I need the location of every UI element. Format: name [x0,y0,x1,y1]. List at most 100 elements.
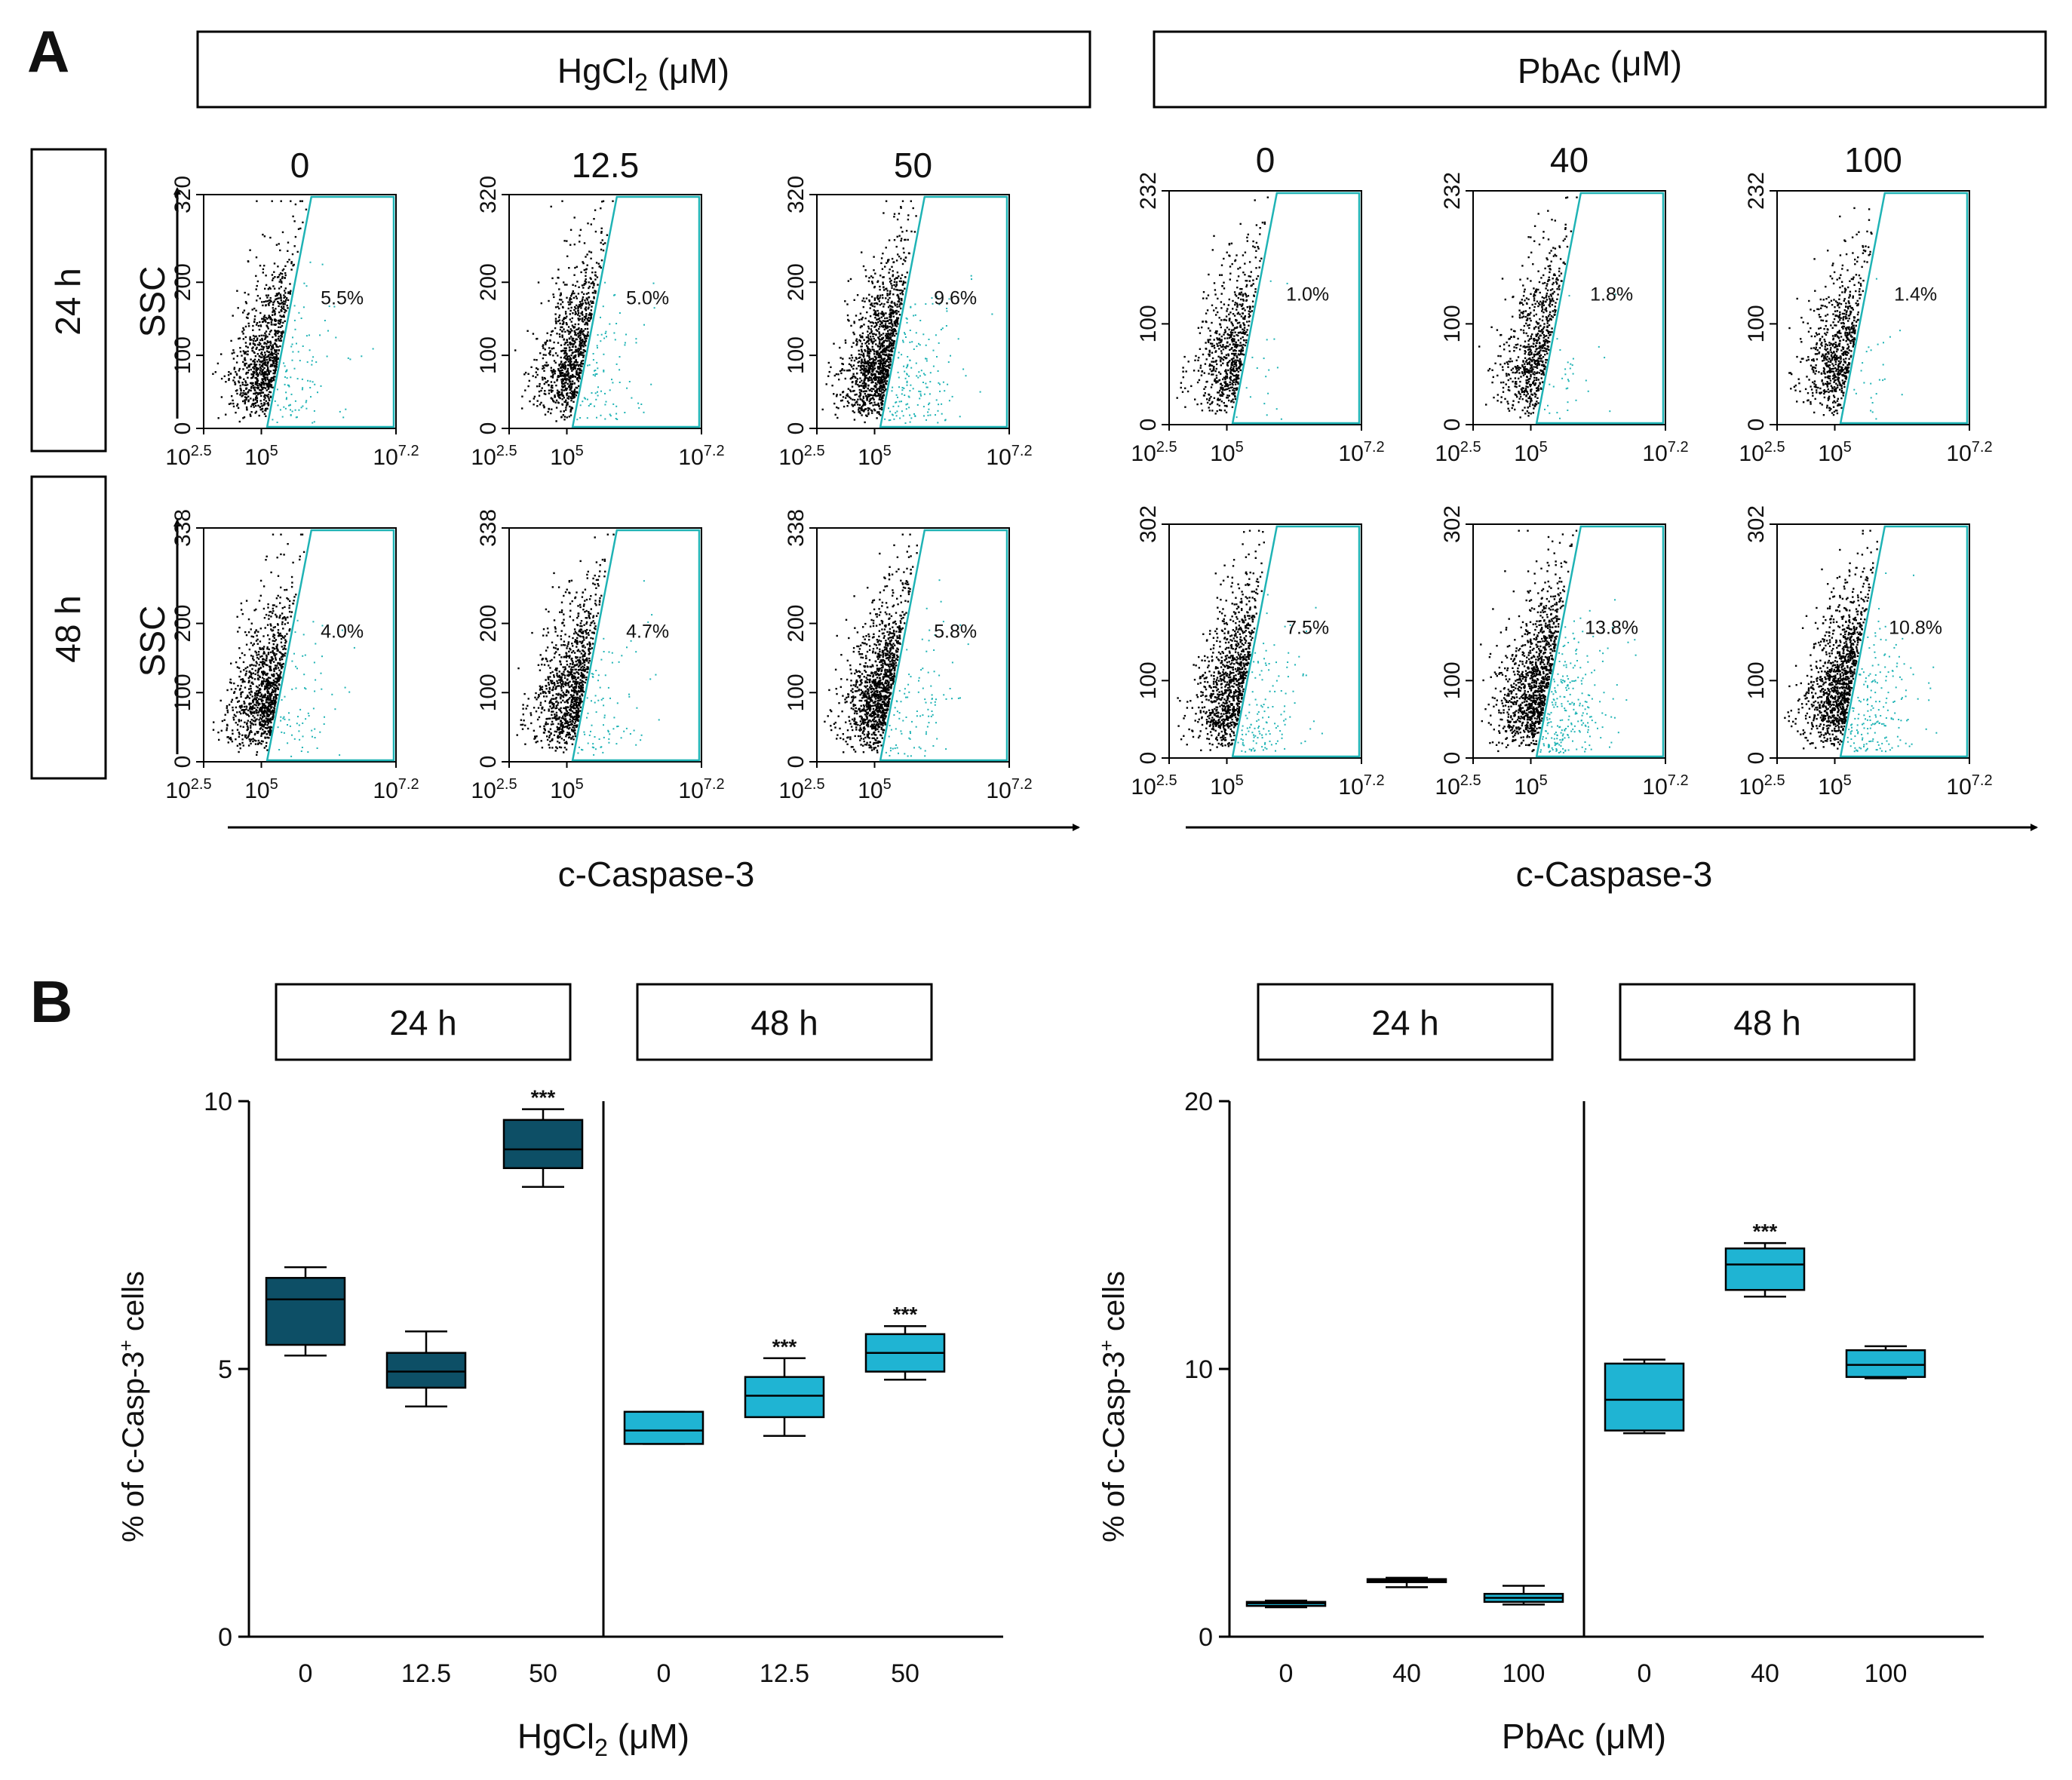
cell-dot [856,343,858,345]
cell-dot [879,376,881,379]
cell-dot [262,380,265,383]
cell-dot [237,723,239,726]
cell-dot [272,314,274,316]
cell-dot [895,320,897,322]
cell-dot [560,381,563,383]
cell-dot [583,336,586,338]
cell-dot [562,695,565,698]
cell-dot [887,370,889,372]
cell-dot [263,688,266,691]
cell-dot [280,656,283,658]
cell-dot [579,342,582,344]
cell-dot [545,695,548,698]
cell-dot [255,288,257,290]
cell-dot [861,399,864,401]
cell-dot [852,376,854,379]
cell-dot [283,300,285,302]
positive-cell-dot [594,373,597,376]
cell-dot [560,723,563,725]
positive-cell-dot [294,631,296,634]
cell-dot [269,379,272,382]
cell-dot [256,386,258,389]
cell-dot [579,674,582,677]
positive-cell-dot [605,400,607,403]
cell-dot [269,302,271,304]
cell-dot [259,342,262,345]
cell-dot [255,712,258,714]
cell-dot [563,347,566,349]
cell-dot [560,370,563,372]
cell-dot [245,362,247,365]
cell-dot [864,404,866,407]
cell-dot [563,410,565,413]
cell-dot [591,300,594,303]
cell-dot [552,373,554,376]
cell-dot [595,262,598,264]
cell-dot [263,315,266,317]
positive-cell-dot [889,410,892,413]
cell-dot [572,650,575,652]
cell-dot [245,634,248,637]
cell-dot [859,334,861,336]
positive-cell-dot [316,747,318,749]
cell-dot [585,340,588,342]
positive-cell-dot [280,716,282,718]
cell-dot [594,290,596,292]
cell-dot [840,372,843,375]
cell-dot [546,339,548,342]
positive-cell-dot [926,386,929,388]
cell-dot [573,722,576,725]
cell-dot [294,235,297,238]
cell-dot [871,281,873,283]
cell-dot [900,207,902,209]
cell-dot [867,379,870,382]
cell-dot [290,261,293,263]
cell-dot [263,747,266,749]
cell-dot [256,200,258,202]
cell-dot [256,337,259,339]
cell-dot [885,288,887,290]
cell-dot [893,327,895,330]
positive-cell-dot [277,726,279,729]
cell-dot [565,347,567,349]
cell-dot [289,600,291,603]
positive-cell-dot [277,404,279,407]
cell-dot [262,704,265,706]
cell-dot [272,303,275,306]
cell-dot [533,358,536,361]
cell-dot [248,671,250,674]
positive-cell-dot [913,413,915,415]
cell-dot [548,392,551,394]
cell-dot [264,354,266,356]
cell-dot [891,342,894,345]
cell-dot [284,645,286,647]
cell-dot [247,353,249,356]
cell-dot [835,373,838,376]
cell-dot [904,238,907,241]
cell-dot [574,367,577,370]
cell-dot [547,364,549,367]
positive-cell-dot [922,382,924,383]
cell-dot [248,648,251,651]
cell-dot [254,723,256,726]
cell-dot [556,747,558,750]
cell-dot [536,405,539,407]
cell-dot [265,717,267,720]
cell-dot [864,350,867,352]
cell-dot [588,285,591,288]
cell-dot [873,309,875,312]
cell-dot [890,321,893,323]
cell-dot [584,653,586,655]
cell-dot [583,284,585,286]
cell-dot [884,326,887,329]
cell-dot [278,684,281,686]
positive-cell-dot [597,386,599,388]
cell-dot [244,654,246,656]
cell-dot [851,366,853,368]
cell-dot [264,332,266,334]
cell-dot [262,635,265,637]
cell-dot [577,615,579,617]
cell-dot [579,330,582,332]
cell-dot [861,368,864,371]
cell-dot [253,388,256,391]
